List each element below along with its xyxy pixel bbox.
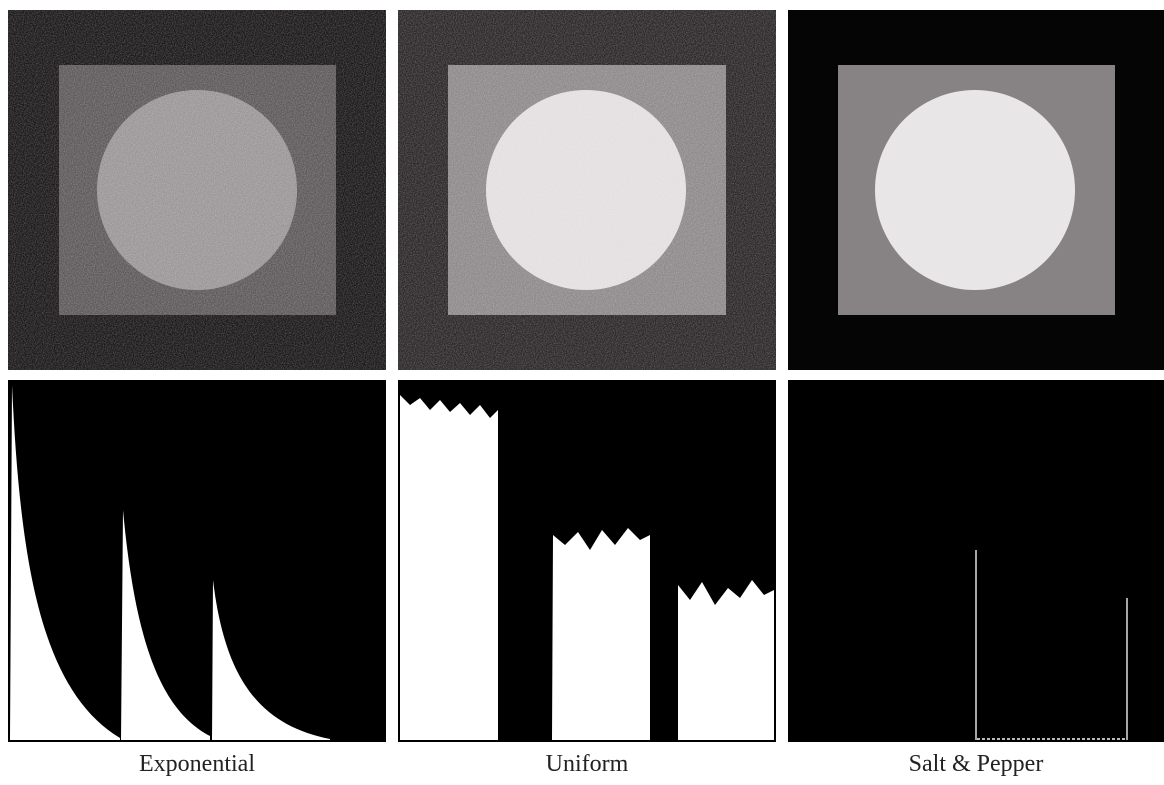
panel-label: Uniform [546,751,629,777]
page: Exponential Uniform Salt & Pepper (() =>… [0,0,1164,785]
figure: Exponential Uniform Salt & Pepper [0,0,1164,785]
panel-label: Exponential [139,751,255,777]
panel-label: Salt & Pepper [909,751,1044,777]
exponential-image [8,10,386,370]
uniform-histogram [398,380,776,742]
uniform-image [398,10,776,370]
salt-pepper-histogram [788,380,1164,742]
salt-pepper-image [788,10,1164,370]
exponential-histogram [8,380,386,742]
